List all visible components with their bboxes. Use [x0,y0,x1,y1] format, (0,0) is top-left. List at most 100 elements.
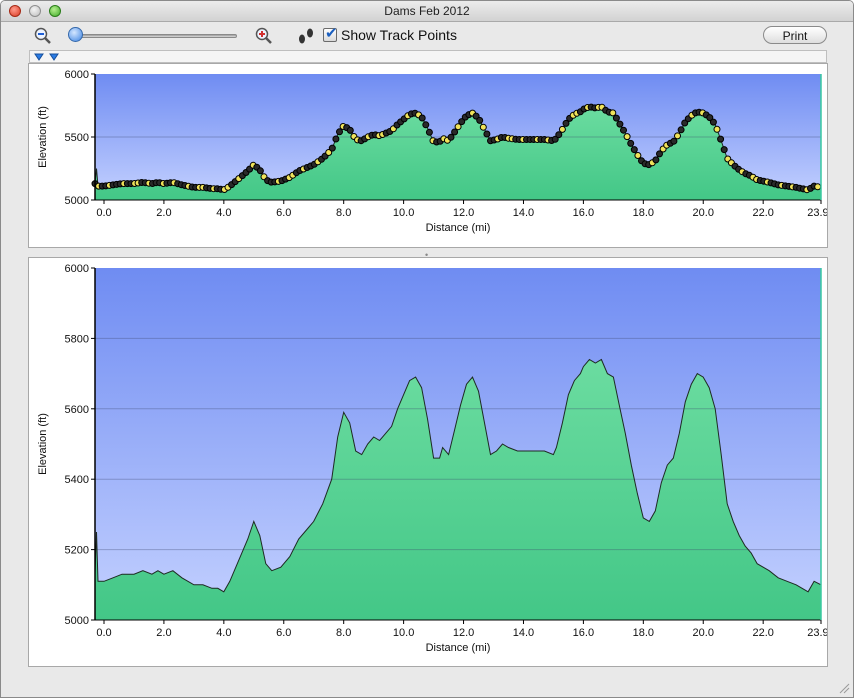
detail-chart-panel: 5000 5200 5400 5600 5800 6000 0.0 2.0 4.0 6.0 8.0 1… [28,257,835,667]
start-marker-icon[interactable] [34,53,44,61]
x-tick-label: 4.0 [216,207,231,219]
x-tick-label: 4.0 [216,627,231,639]
show-track-points-label[interactable]: Show Track Points [341,27,457,43]
track-point[interactable] [677,126,685,134]
track-point[interactable] [454,123,462,131]
zoom-window-button[interactable] [49,5,61,17]
x-tick-label: 20.0 [693,207,714,219]
overview-chart-panel: 5000 5500 6000 0.0 2.0 4.0 6.0 8.0 10.0 12.0 14.0 1… [28,63,835,248]
x-tick-label: 20.0 [693,627,714,639]
track-point[interactable] [814,183,822,191]
splitter-handle[interactable]: • [425,250,429,260]
show-track-points-checkbox[interactable]: ✔ [323,24,338,42]
track-point[interactable] [616,120,624,128]
track-point[interactable] [717,135,725,143]
track-point[interactable] [558,125,566,133]
track-point[interactable] [479,123,487,131]
toolbar: ✔ Show Track Points Print [1,22,853,48]
track-point[interactable] [709,118,717,126]
x-tick-label: 23.93 [807,207,827,219]
track-point[interactable] [418,114,426,122]
track-point[interactable] [674,132,681,140]
x-tick-label: 0.0 [96,627,111,639]
x-tick-label: 6.0 [276,207,291,219]
x-tick-label: 12.0 [453,627,474,639]
elevation-area [95,359,821,620]
track-point[interactable] [346,126,354,134]
x-tick-label: 16.0 [573,207,594,219]
track-point[interactable] [652,156,660,164]
checkmark-icon: ✔ [325,24,338,42]
zoom-slider-knob[interactable] [68,27,83,42]
x-tick-label: 14.0 [513,627,534,639]
y-tick-label: 6000 [65,263,89,275]
x-tick-label: 22.0 [752,627,773,639]
track-point[interactable] [551,135,559,143]
y-tick-label: 5000 [65,615,89,627]
close-window-button[interactable] [9,5,21,17]
title-bar: Dams Feb 2012 [1,1,853,22]
track-point[interactable] [336,128,343,136]
resize-grip-icon[interactable] [838,682,850,694]
y-tick-label: 5400 [65,474,89,486]
zoom-slider-track[interactable] [75,34,237,38]
marker-icons[interactable] [33,52,73,63]
detail-elevation-chart[interactable]: 5000 5200 5400 5600 5800 6000 0.0 2.0 4.0 6.0 8.0 1… [29,258,835,666]
track-point[interactable] [630,146,638,154]
x-tick-label: 16.0 [573,627,594,639]
track-point[interactable] [670,137,678,145]
track-point[interactable] [483,130,491,138]
x-tick-label: 23.93 [807,627,827,639]
x-tick-label: 10.0 [393,207,414,219]
track-point[interactable] [609,109,617,117]
track-point[interactable] [325,149,333,156]
zoom-in-icon[interactable] [255,27,273,45]
elevation-area [95,106,821,200]
track-point[interactable] [328,144,336,152]
track-point[interactable] [656,150,663,158]
track-point[interactable] [623,133,631,141]
track-point[interactable] [256,167,264,175]
track-point[interactable] [555,131,563,139]
x-axis-label: Distance (mi) [426,642,491,654]
x-tick-label: 22.0 [752,207,773,219]
y-tick-label: 5200 [65,545,89,557]
elevation-line [94,358,822,593]
track-point[interactable] [620,126,627,134]
window-title: Dams Feb 2012 [384,4,470,18]
end-marker-icon[interactable] [49,53,59,61]
track-point[interactable] [458,118,466,126]
y-axis-label: Elevation (ft) [37,413,49,475]
y-tick-label: 5500 [65,132,89,144]
x-tick-label: 12.0 [453,207,474,219]
track-point[interactable] [447,133,455,141]
track-point[interactable] [720,146,728,154]
track-point[interactable] [476,116,484,124]
track-point[interactable] [634,152,642,159]
track-point[interactable] [451,128,459,136]
track-point[interactable] [713,125,721,133]
track-point[interactable] [425,128,433,136]
zoom-out-icon[interactable] [34,27,52,45]
minimize-window-button[interactable] [29,5,41,17]
x-tick-label: 8.0 [336,207,351,219]
marker-bar[interactable] [29,50,827,63]
y-tick-label: 5000 [65,195,89,207]
footprints-icon[interactable] [296,27,316,45]
track-point[interactable] [472,112,480,120]
x-tick-label: 18.0 [633,207,654,219]
overview-elevation-chart[interactable]: 5000 5500 6000 0.0 2.0 4.0 6.0 8.0 10.0 12.0 14.0 1… [29,64,835,247]
track-point[interactable] [562,119,570,127]
print-button[interactable]: Print [763,26,827,44]
y-tick-label: 5600 [65,404,89,416]
track-point[interactable] [332,135,340,143]
track-point[interactable] [627,139,635,147]
track-point[interactable] [706,114,714,122]
y-axis-label: Elevation (ft) [37,106,49,168]
x-tick-label: 6.0 [276,627,291,639]
x-tick-label: 14.0 [513,207,534,219]
track-point[interactable] [422,121,430,129]
y-tick-label: 5800 [65,333,89,345]
track-point[interactable] [612,114,620,122]
